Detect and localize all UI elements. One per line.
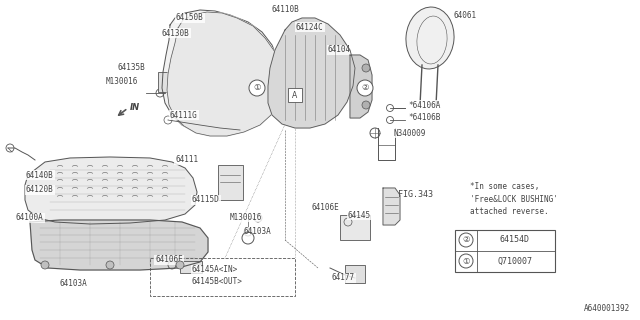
Text: 64061: 64061 [453,11,476,20]
Circle shape [362,64,370,72]
Bar [218,165,243,200]
Text: ①: ① [462,257,470,266]
Circle shape [357,80,373,96]
Text: 64145A<IN>: 64145A<IN> [192,266,238,275]
Text: M130016: M130016 [230,212,262,221]
Text: 64110B: 64110B [272,5,300,14]
Text: ②: ② [361,84,369,92]
Circle shape [106,261,114,269]
Text: Q710007: Q710007 [497,257,532,266]
Text: A: A [292,91,298,100]
Text: IN: IN [130,103,140,112]
Text: *64106B: *64106B [408,114,440,123]
Text: 64115D: 64115D [192,196,220,204]
Polygon shape [167,12,280,136]
Ellipse shape [406,7,454,69]
Circle shape [41,261,49,269]
Bar [345,265,365,283]
Text: 64111G: 64111G [170,110,198,119]
Text: 64111: 64111 [175,156,198,164]
Circle shape [249,80,265,96]
Text: 64145: 64145 [348,211,371,220]
Text: M130016: M130016 [106,77,138,86]
Text: 64177: 64177 [332,274,355,283]
Circle shape [362,101,370,109]
Text: FIG.343: FIG.343 [398,190,433,199]
Text: 64150B: 64150B [176,13,204,22]
Text: 64135B: 64135B [118,62,146,71]
Text: N340009: N340009 [393,129,426,138]
Text: 64104: 64104 [328,45,351,54]
Circle shape [362,81,370,89]
Polygon shape [30,220,208,270]
Polygon shape [350,55,372,118]
Bar [158,72,170,92]
Text: 64124C: 64124C [296,22,324,31]
Polygon shape [162,10,280,135]
Text: 64106E: 64106E [312,203,340,212]
Text: 64120B: 64120B [26,186,54,195]
Text: 64100A: 64100A [16,213,44,222]
Polygon shape [268,18,355,128]
Bar [180,261,202,273]
Circle shape [176,261,184,269]
Text: 64103A: 64103A [243,228,271,236]
Text: ①: ① [253,84,260,92]
Text: *64106A: *64106A [408,100,440,109]
Bar [288,88,302,102]
Text: A640001392: A640001392 [584,304,630,313]
Text: 64106E: 64106E [155,255,183,265]
Text: *In some cases,
'Free&LOCK BUSHING'
attached reverse.: *In some cases, 'Free&LOCK BUSHING' atta… [470,182,558,216]
Bar [455,230,555,272]
Text: 64140B: 64140B [26,171,54,180]
Text: 64103A: 64103A [60,278,88,287]
Polygon shape [25,157,197,224]
Bar [150,258,295,296]
Text: 64130B: 64130B [162,28,189,37]
Text: 64145B<OUT>: 64145B<OUT> [192,276,243,285]
Polygon shape [383,188,400,225]
Bar [340,215,370,240]
Text: ②: ② [462,236,470,244]
Text: 64154D: 64154D [500,236,530,244]
